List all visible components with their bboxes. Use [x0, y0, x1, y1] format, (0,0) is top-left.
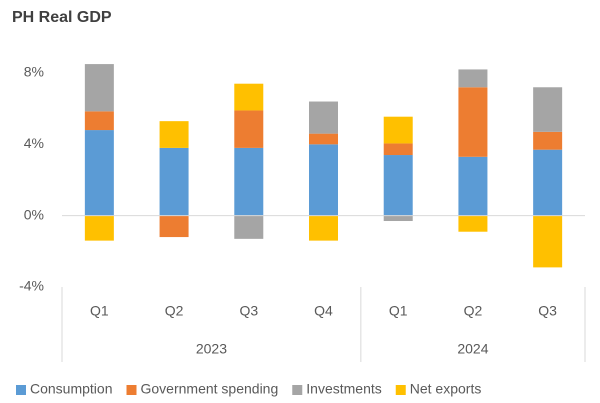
bar-segment [383, 116, 413, 144]
x-tick-label: Q2 [464, 303, 483, 319]
bar-segment [234, 147, 264, 216]
bar-segment [309, 215, 338, 241]
y-tick-label: 8% [24, 64, 44, 80]
bar-segment [159, 147, 189, 216]
bar-segment [234, 215, 264, 239]
x-tick-label: Q2 [165, 303, 184, 319]
legend-swatch [126, 385, 137, 395]
bar-segment [533, 149, 563, 216]
bar-segment [159, 121, 189, 148]
bar-segment [533, 131, 563, 150]
legend-swatch [292, 385, 303, 395]
x-tick-label: Q3 [538, 303, 557, 319]
bar-segment [533, 87, 563, 132]
chart-title: PH Real GDP [12, 9, 112, 26]
bar-segment [458, 215, 488, 232]
bar-segment [309, 101, 338, 134]
bar-segment [234, 83, 264, 111]
y-tick-label: 4% [24, 135, 44, 151]
bar-segment [84, 215, 114, 241]
bar-segment [309, 144, 338, 216]
legend-swatch [395, 385, 406, 395]
bar-segment [159, 215, 189, 238]
bar-segment [458, 156, 488, 216]
legend-label: Government spending [141, 381, 279, 397]
bar-segment [383, 143, 413, 156]
bar-segment [84, 130, 114, 216]
x-tick-label: Q4 [314, 303, 333, 319]
y-tick-label: 0% [24, 206, 44, 222]
bar-segment [458, 69, 488, 88]
bar-segment [458, 87, 488, 157]
bar-segment [309, 133, 338, 145]
legend-swatch [16, 385, 26, 395]
legend-label: Net exports [410, 381, 482, 397]
bar-segment [234, 110, 264, 148]
bar-segment [383, 155, 413, 216]
x-tick-label: Q3 [239, 303, 258, 319]
group-label: 2023 [196, 341, 227, 357]
group-label: 2024 [457, 341, 488, 357]
bar-segment [84, 111, 114, 131]
bar-segment [533, 215, 563, 268]
bar-segment [84, 64, 114, 112]
bar-segment [383, 215, 413, 222]
y-tick-label: -4% [19, 278, 44, 294]
legend-label: Investments [306, 381, 381, 397]
x-tick-label: Q1 [389, 303, 408, 319]
x-tick-label: Q1 [90, 303, 109, 319]
legend-label: Consumption [30, 381, 113, 397]
